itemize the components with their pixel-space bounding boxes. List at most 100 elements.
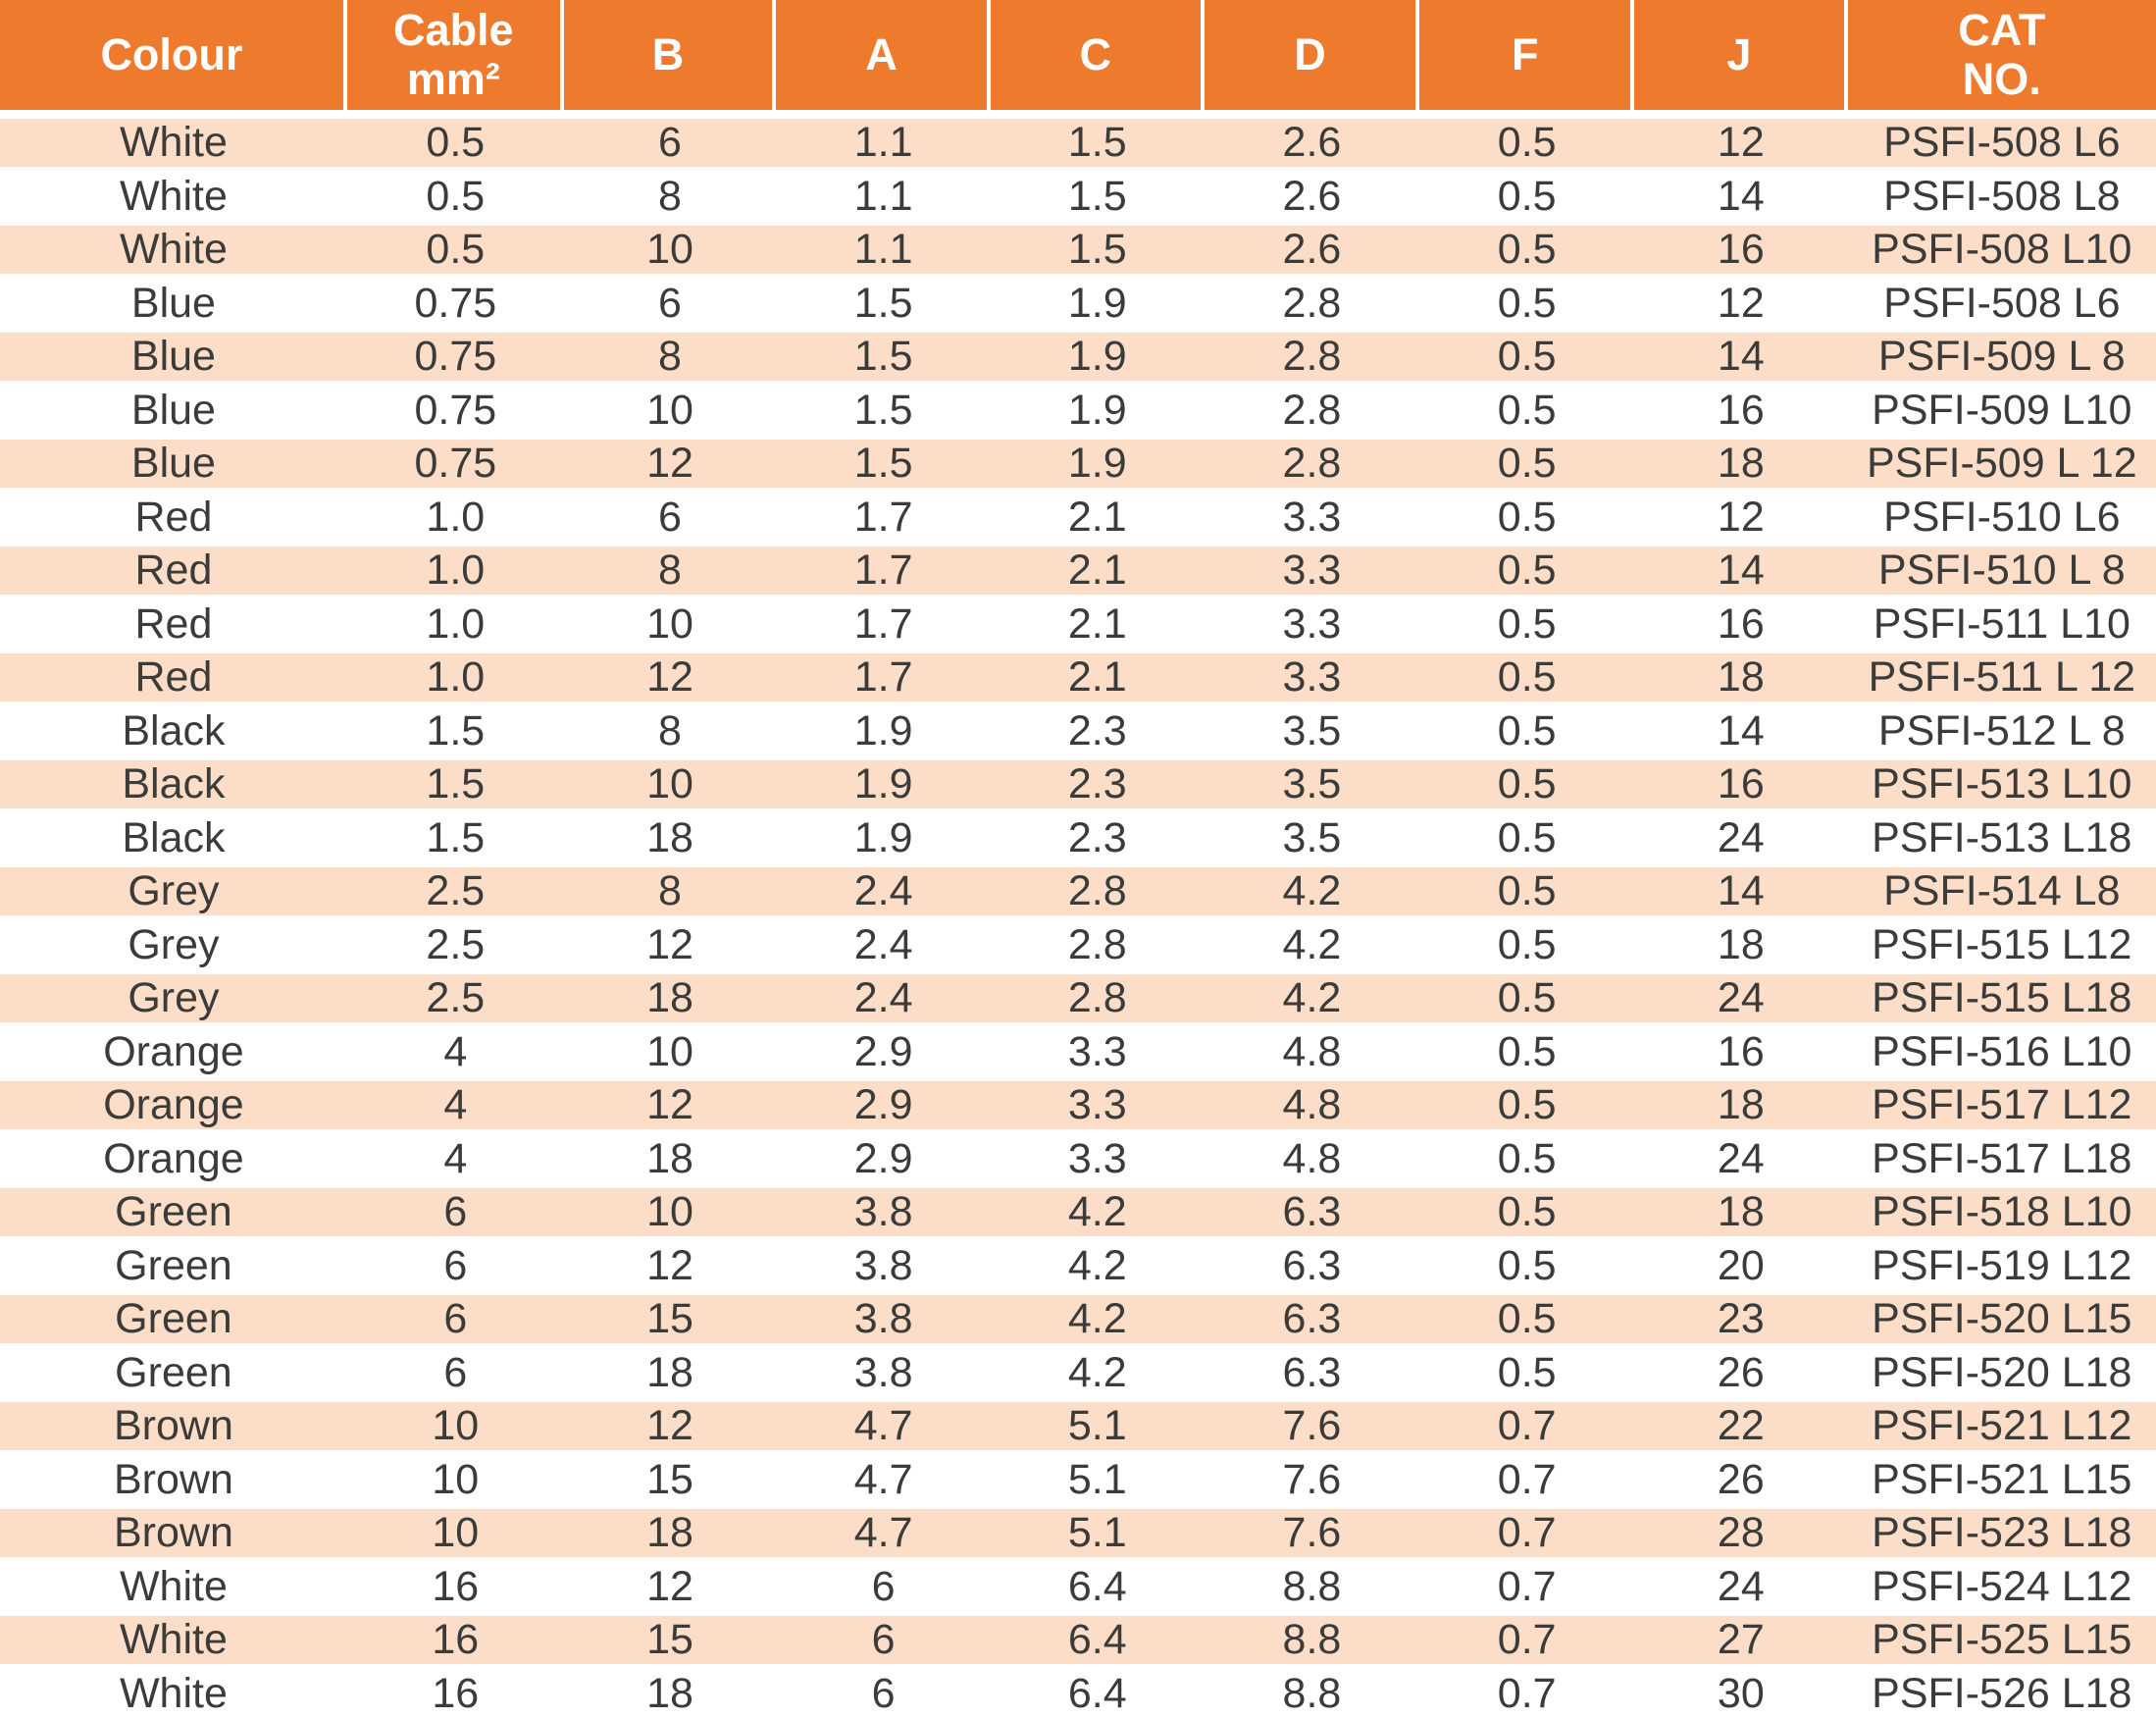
table-cell-colour: White xyxy=(0,1613,347,1667)
table-cell-d: 2.8 xyxy=(1204,277,1420,330)
table-cell-b: 12 xyxy=(563,1239,777,1292)
table-cell-f: 0.5 xyxy=(1419,330,1635,384)
table-cell-colour: Brown xyxy=(0,1453,347,1506)
table-cell-b: 12 xyxy=(563,1399,777,1453)
table-row: White 0.5 6 1.1 1.5 2.6 0.5 12 PSFI-508 L6 xyxy=(0,116,2156,170)
column-header-a: A xyxy=(776,0,991,116)
table-row: Green 6 10 3.8 4.2 6.3 0.5 18 PSFI-518 L10 xyxy=(0,1185,2156,1239)
table-cell-cat-no: PSFI-515 L18 xyxy=(1847,971,2156,1025)
table-cell-b: 12 xyxy=(563,918,777,971)
table-cell-c: 1.5 xyxy=(990,170,1205,223)
table-cell-colour: Black xyxy=(0,757,347,811)
table-cell-c: 2.8 xyxy=(990,864,1205,918)
table-cell-d: 3.3 xyxy=(1204,491,1420,544)
table-cell-cat-no: PSFI-521 L12 xyxy=(1847,1399,2156,1453)
table-cell-d: 4.8 xyxy=(1204,1078,1420,1132)
table-cell-colour: Green xyxy=(0,1346,347,1399)
table-cell-f: 0.5 xyxy=(1419,811,1635,864)
column-header-f: F xyxy=(1419,0,1635,116)
table-cell-c: 2.3 xyxy=(990,811,1205,864)
table-row: Brown 10 15 4.7 5.1 7.6 0.7 26 PSFI-521 L15 xyxy=(0,1453,2156,1506)
table-cell-cat-no: PSFI-512 L 8 xyxy=(1847,704,2156,757)
table-cell-j: 27 xyxy=(1634,1613,1848,1667)
table-cell-colour: Red xyxy=(0,651,347,704)
table-cell-f: 0.5 xyxy=(1419,1346,1635,1399)
table-cell-j: 26 xyxy=(1634,1453,1848,1506)
table-cell-cat-no: PSFI-520 L18 xyxy=(1847,1346,2156,1399)
table-cell-j: 12 xyxy=(1634,277,1848,330)
table-cell-a: 2.9 xyxy=(776,1078,991,1132)
table-row: Black 1.5 10 1.9 2.3 3.5 0.5 16 PSFI-513 L10 xyxy=(0,757,2156,811)
table-cell-colour: Orange xyxy=(0,1132,347,1185)
table-cell-b: 18 xyxy=(563,811,777,864)
table-cell-c: 4.2 xyxy=(990,1292,1205,1346)
table-cell-d: 6.3 xyxy=(1204,1346,1420,1399)
table-cell-a: 1.7 xyxy=(776,544,991,598)
table-cell-a: 1.5 xyxy=(776,384,991,437)
table-cell-colour: Grey xyxy=(0,971,347,1025)
table-cell-a: 4.7 xyxy=(776,1399,991,1453)
table-cell-c: 2.3 xyxy=(990,704,1205,757)
table-header: Colour Cable mm² B A C D F J CAT NO. xyxy=(0,0,2156,116)
table-cell-b: 12 xyxy=(563,1560,777,1613)
table-cell-f: 0.5 xyxy=(1419,864,1635,918)
table-cell-c: 2.1 xyxy=(990,491,1205,544)
table-cell-j: 16 xyxy=(1634,223,1848,277)
table-cell-a: 1.1 xyxy=(776,223,991,277)
table-cell-d: 8.8 xyxy=(1204,1560,1420,1613)
table-cell-cat-no: PSFI-509 L 12 xyxy=(1847,437,2156,491)
table-cell-c: 2.1 xyxy=(990,651,1205,704)
table-cell-colour: Orange xyxy=(0,1078,347,1132)
table-row: Red 1.0 8 1.7 2.1 3.3 0.5 14 PSFI-510 L 8 xyxy=(0,544,2156,598)
table-row: Red 1.0 10 1.7 2.1 3.3 0.5 16 PSFI-511 L10 xyxy=(0,598,2156,651)
table-cell-cat-no: PSFI-514 L8 xyxy=(1847,864,2156,918)
table-cell-a: 3.8 xyxy=(776,1185,991,1239)
table-cell-j: 12 xyxy=(1634,491,1848,544)
table-cell-colour: Red xyxy=(0,598,347,651)
table-cell-c: 2.1 xyxy=(990,598,1205,651)
table-cell-j: 12 xyxy=(1634,116,1848,170)
table-cell-cable-mm2: 10 xyxy=(346,1399,564,1453)
table-cell-c: 2.3 xyxy=(990,757,1205,811)
table-cell-c: 5.1 xyxy=(990,1399,1205,1453)
table-cell-d: 2.8 xyxy=(1204,330,1420,384)
table-row: Grey 2.5 12 2.4 2.8 4.2 0.5 18 PSFI-515 L12 xyxy=(0,918,2156,971)
table-row: Blue 0.75 10 1.5 1.9 2.8 0.5 16 PSFI-509 L10 xyxy=(0,384,2156,437)
table-cell-cat-no: PSFI-521 L15 xyxy=(1847,1453,2156,1506)
table-cell-cat-no: PSFI-526 L18 xyxy=(1847,1667,2156,1718)
table-cell-f: 0.7 xyxy=(1419,1506,1635,1560)
table-cell-d: 3.3 xyxy=(1204,544,1420,598)
table-cell-colour: Blue xyxy=(0,437,347,491)
column-header-b: B xyxy=(563,0,777,116)
table-cell-j: 18 xyxy=(1634,1078,1848,1132)
table-row: Blue 0.75 12 1.5 1.9 2.8 0.5 18 PSFI-509 L 12 xyxy=(0,437,2156,491)
table-cell-f: 0.5 xyxy=(1419,971,1635,1025)
table-cell-b: 15 xyxy=(563,1613,777,1667)
table-cell-f: 0.7 xyxy=(1419,1453,1635,1506)
table-cell-d: 4.2 xyxy=(1204,864,1420,918)
table-cell-b: 6 xyxy=(563,491,777,544)
table-cell-colour: Grey xyxy=(0,918,347,971)
table-row: Grey 2.5 8 2.4 2.8 4.2 0.5 14 PSFI-514 L8 xyxy=(0,864,2156,918)
table-cell-j: 18 xyxy=(1634,1185,1848,1239)
table-cell-c: 2.1 xyxy=(990,544,1205,598)
table-cell-colour: Brown xyxy=(0,1399,347,1453)
table-cell-cat-no: PSFI-508 L6 xyxy=(1847,277,2156,330)
table-cell-j: 24 xyxy=(1634,1560,1848,1613)
table-cell-cat-no: PSFI-524 L12 xyxy=(1847,1560,2156,1613)
table-cell-f: 0.5 xyxy=(1419,757,1635,811)
table-cell-colour: Blue xyxy=(0,330,347,384)
table-cell-j: 16 xyxy=(1634,384,1848,437)
table-cell-a: 3.8 xyxy=(776,1292,991,1346)
table-cell-f: 0.5 xyxy=(1419,1239,1635,1292)
table-cell-f: 0.7 xyxy=(1419,1399,1635,1453)
table-cell-cat-no: PSFI-523 L18 xyxy=(1847,1506,2156,1560)
table-cell-cable-mm2: 0.75 xyxy=(346,437,564,491)
table-cell-cat-no: PSFI-513 L18 xyxy=(1847,811,2156,864)
table-row: White 16 12 6 6.4 8.8 0.7 24 PSFI-524 L12 xyxy=(0,1560,2156,1613)
column-header-line: F xyxy=(1511,28,1539,79)
table-cell-cat-no: PSFI-518 L10 xyxy=(1847,1185,2156,1239)
table-cell-c: 1.9 xyxy=(990,437,1205,491)
table-cell-cable-mm2: 1.0 xyxy=(346,491,564,544)
table-cell-d: 2.8 xyxy=(1204,437,1420,491)
